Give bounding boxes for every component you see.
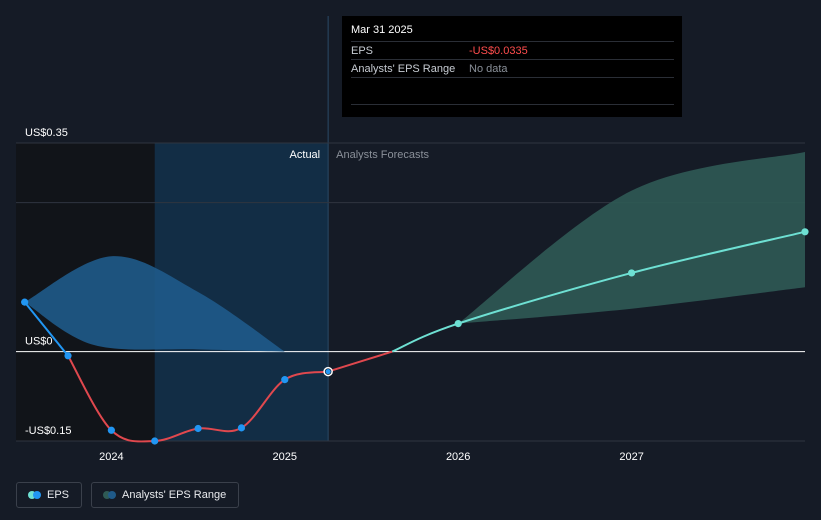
y-tick-label: -US$0.15 <box>25 425 71 437</box>
x-tick-label: 2027 <box>619 451 643 463</box>
tooltip: Mar 31 2025 EPS -US$0.0335 Analysts' EPS… <box>342 16 682 117</box>
eps-forecast-line-negative <box>327 350 393 373</box>
eps-actual-line-positive <box>23 301 69 357</box>
legend: EPS Analysts' EPS Range <box>16 482 240 508</box>
legend-range-label: Analysts' EPS Range <box>122 489 227 501</box>
x-tick-label: 2026 <box>446 451 470 463</box>
tooltip-spacer <box>351 77 674 104</box>
eps-actual-point <box>151 437 159 445</box>
eps-forecast-point <box>627 269 636 277</box>
actual-region-label: Actual <box>290 149 321 161</box>
tooltip-eps-label: EPS <box>351 44 374 57</box>
eps-actual-point <box>237 424 246 432</box>
eps-forecast-point <box>801 228 809 236</box>
tooltip-divider <box>351 104 674 105</box>
legend-range-button[interactable]: Analysts' EPS Range <box>91 482 240 508</box>
legend-eps-label: EPS <box>47 489 70 501</box>
eps-actual-point <box>194 424 202 433</box>
tooltip-eps-value: -US$0.0335 <box>469 44 528 57</box>
tooltip-row-eps: EPS -US$0.0335 <box>351 41 674 59</box>
eps-actual-point <box>21 298 29 306</box>
eps-actual-point <box>281 376 289 384</box>
eps-actual-point <box>64 352 72 360</box>
eps-actual-point-core <box>325 368 331 375</box>
eps-legend-icon <box>28 491 41 499</box>
tooltip-range-value: No data <box>469 62 508 75</box>
forecast-region-label: Analysts Forecasts <box>336 149 429 161</box>
y-tick-label: US$0 <box>25 336 53 348</box>
eps-forecast-line <box>391 230 806 353</box>
legend-eps-button[interactable]: EPS <box>16 482 83 508</box>
tooltip-range-label: Analysts' EPS Range <box>351 62 456 75</box>
forecast-eps-range <box>458 151 805 324</box>
tooltip-row-range: Analysts' EPS Range No data <box>351 59 674 77</box>
x-tick-label: 2025 <box>273 451 297 463</box>
tooltip-date: Mar 31 2025 <box>351 24 413 36</box>
eps-forecast-point <box>454 319 462 328</box>
range-legend-icon <box>103 491 117 499</box>
x-tick-label: 2024 <box>99 451 123 463</box>
past-eps-range <box>24 256 285 352</box>
eps-actual-point <box>107 426 115 434</box>
y-tick-label: US$0.35 <box>25 127 68 139</box>
